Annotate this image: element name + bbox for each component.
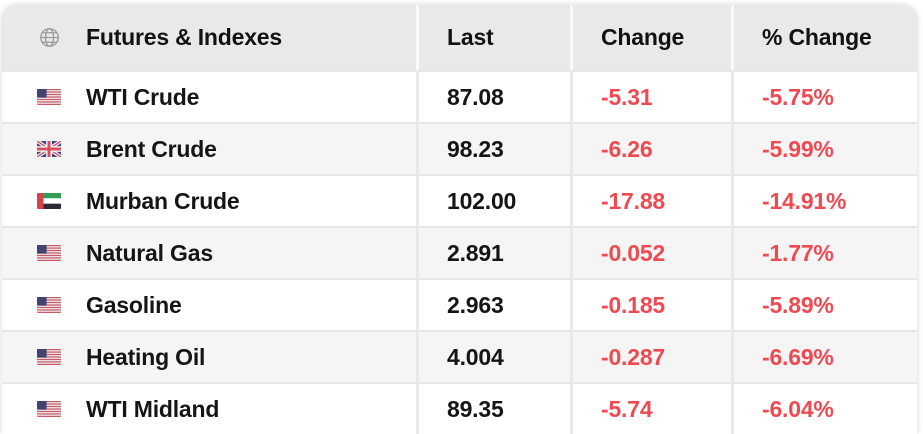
instrument-name: Heating Oil xyxy=(86,343,206,370)
last-value: 89.35 xyxy=(416,382,570,434)
us-flag-icon xyxy=(37,401,61,417)
table-header-row: Futures & Indexes Last Change % Change xyxy=(2,5,917,70)
last-value: 4.004 xyxy=(416,330,570,382)
instrument-name: WTI Midland xyxy=(86,395,220,422)
table-row[interactable]: WTI Crude 87.08 -5.31 -5.75% xyxy=(2,70,917,122)
header-change: Change xyxy=(570,5,731,70)
pct-change-value: -6.04% xyxy=(731,382,917,434)
last-value: 98.23 xyxy=(416,122,570,174)
pct-change-value: -5.75% xyxy=(731,70,917,122)
us-flag-icon xyxy=(37,349,61,365)
last-value: 87.08 xyxy=(416,70,570,122)
change-value: -0.052 xyxy=(570,226,731,278)
header-futures-indexes: Futures & Indexes xyxy=(2,5,416,70)
instrument-name: Gasoline xyxy=(86,291,182,318)
pct-change-value: -6.69% xyxy=(731,330,917,382)
globe-icon xyxy=(39,27,60,48)
pct-change-value: -5.99% xyxy=(731,122,917,174)
table-title: Futures & Indexes xyxy=(86,24,282,50)
us-flag-icon xyxy=(37,297,61,313)
instrument-name: Murban Crude xyxy=(86,187,240,214)
pct-change-value: -14.91% xyxy=(731,174,917,226)
table-row[interactable]: Murban Crude 102.00 -17.88 -14.91% xyxy=(2,174,917,226)
last-value: 2.963 xyxy=(416,278,570,330)
last-value: 102.00 xyxy=(416,174,570,226)
change-value: -0.185 xyxy=(570,278,731,330)
instrument-name: WTI Crude xyxy=(86,83,200,110)
header-last: Last xyxy=(416,5,570,70)
us-flag-icon xyxy=(37,89,61,105)
last-value: 2.891 xyxy=(416,226,570,278)
change-value: -5.31 xyxy=(570,70,731,122)
table-row[interactable]: Natural Gas 2.891 -0.052 -1.77% xyxy=(2,226,917,278)
futures-indexes-widget: Futures & Indexes Last Change % Change W… xyxy=(2,5,917,434)
gb-flag-icon xyxy=(37,141,61,157)
table-row[interactable]: Heating Oil 4.004 -0.287 -6.69% xyxy=(2,330,917,382)
us-flag-icon xyxy=(37,245,61,261)
instrument-name: Brent Crude xyxy=(86,135,217,162)
table-row[interactable]: Gasoline 2.963 -0.185 -5.89% xyxy=(2,278,917,330)
pct-change-value: -5.89% xyxy=(731,278,917,330)
table-row[interactable]: WTI Midland 89.35 -5.74 -6.04% xyxy=(2,382,917,434)
change-value: -0.287 xyxy=(570,330,731,382)
change-value: -17.88 xyxy=(570,174,731,226)
ae-flag-icon xyxy=(37,193,61,209)
change-value: -6.26 xyxy=(570,122,731,174)
change-value: -5.74 xyxy=(570,382,731,434)
instrument-name: Natural Gas xyxy=(86,239,213,266)
futures-table: Futures & Indexes Last Change % Change W… xyxy=(2,5,917,434)
table-row[interactable]: Brent Crude 98.23 -6.26 -5.99% xyxy=(2,122,917,174)
header-pct-change: % Change xyxy=(731,5,917,70)
pct-change-value: -1.77% xyxy=(731,226,917,278)
